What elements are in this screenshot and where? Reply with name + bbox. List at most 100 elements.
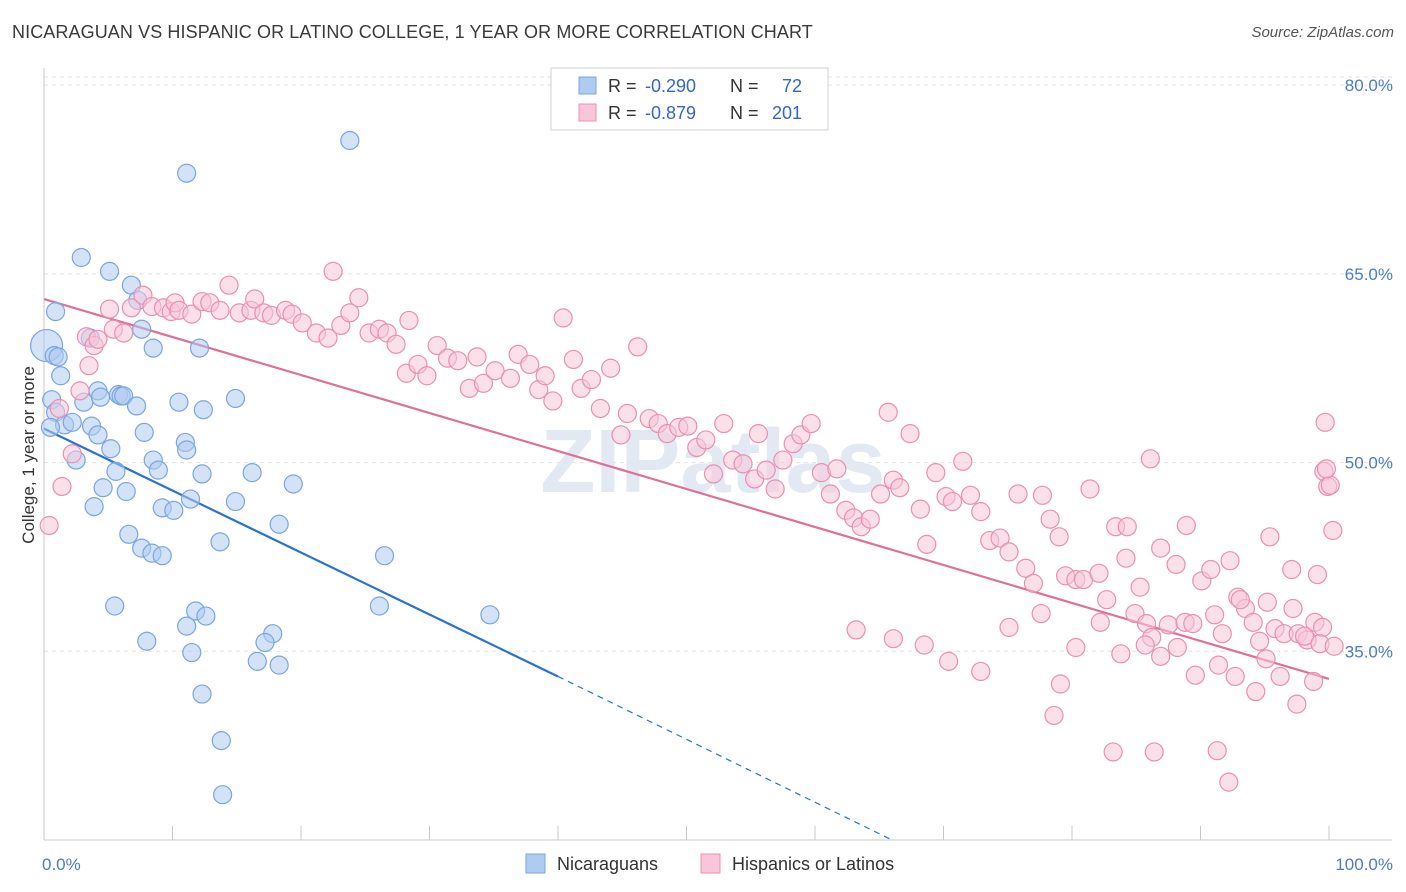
- point-hispanics-128: [1151, 538, 1171, 558]
- point-hispanics-53: [500, 368, 521, 388]
- point-nicaraguans-63: [99, 261, 120, 281]
- point-hispanics-55: [520, 354, 540, 375]
- point-hispanics-169: [1270, 666, 1290, 687]
- grid: [44, 76, 1392, 652]
- point-hispanics-173: [1103, 742, 1123, 762]
- point-nicaraguans-12: [114, 386, 134, 406]
- point-nicaraguans-2: [51, 366, 71, 386]
- point-hispanics-9: [99, 299, 120, 319]
- point-hispanics-189: [1316, 459, 1337, 479]
- point-hispanics-110: [1008, 484, 1028, 504]
- point-hispanics-156: [1031, 603, 1051, 624]
- point-hispanics-93: [860, 509, 880, 529]
- point-hispanics-171: [1303, 671, 1324, 692]
- point-hispanics-81: [756, 460, 776, 480]
- point-hispanics-123: [1116, 548, 1136, 568]
- point-hispanics-119: [1080, 479, 1100, 499]
- point-hispanics-108: [990, 528, 1010, 548]
- point-hispanics-98: [900, 424, 920, 444]
- point-hispanics-57: [535, 366, 555, 386]
- point-hispanics-106: [971, 502, 991, 522]
- point-nicaraguans-26: [106, 461, 126, 481]
- point-hispanics-83: [773, 450, 793, 470]
- point-nicaraguans-48: [369, 596, 389, 616]
- point-hispanics-64: [601, 358, 621, 378]
- point-nicaraguans-28: [192, 464, 212, 484]
- point-nicaraguans-68: [189, 338, 210, 358]
- series-swatch-nicaraguans: [525, 853, 546, 874]
- trend-line-hispanics: [43, 297, 1330, 681]
- point-hispanics-155: [999, 617, 1019, 637]
- point-nicaraguans-16: [193, 400, 213, 420]
- point-hispanics-99: [910, 499, 930, 519]
- point-nicaraguans-53: [255, 632, 275, 653]
- point-hispanics-33: [318, 328, 338, 348]
- point-nicaraguans-44: [374, 546, 395, 566]
- point-hispanics-0: [39, 515, 59, 536]
- point-nicaraguans-52: [137, 631, 157, 651]
- point-nicaraguans-13: [90, 387, 111, 407]
- point-nicaraguans-43: [152, 546, 172, 566]
- point-hispanics-162: [1151, 646, 1171, 666]
- point-nicaraguans-6: [40, 417, 61, 437]
- point-nicaraguans-27: [148, 460, 168, 480]
- trend-line-extension-nicaraguans: [557, 675, 893, 841]
- point-hispanics-165: [1208, 655, 1229, 675]
- legend-n-value-0: 72: [782, 76, 802, 96]
- point-nicaraguans-38: [269, 514, 289, 534]
- point-nicaraguans-17: [225, 388, 246, 409]
- point-hispanics-132: [1183, 614, 1203, 634]
- point-hispanics-23: [219, 275, 239, 295]
- point-nicaraguans-71: [48, 347, 68, 367]
- point-hispanics-137: [1220, 551, 1240, 571]
- point-hispanics-97: [890, 478, 910, 498]
- point-hispanics-26: [245, 289, 265, 309]
- point-hispanics-190: [1294, 626, 1315, 646]
- point-hispanics-3: [62, 444, 82, 464]
- point-hispanics-115: [1049, 527, 1069, 547]
- point-nicaraguans-40: [119, 524, 139, 544]
- point-hispanics-177: [1117, 517, 1137, 537]
- point-hispanics-158: [1066, 637, 1086, 658]
- point-hispanics-86: [801, 413, 821, 434]
- point-nicaraguans-35: [84, 497, 104, 517]
- point-hispanics-164: [1185, 665, 1205, 685]
- point-hispanics-150: [846, 620, 866, 640]
- point-hispanics-140: [1243, 612, 1263, 632]
- point-hispanics-100: [917, 534, 937, 554]
- point-hispanics-179: [1176, 515, 1196, 536]
- point-hispanics-170: [1287, 694, 1307, 714]
- point-hispanics-181: [1260, 527, 1280, 547]
- point-hispanics-129: [1158, 615, 1178, 635]
- point-hispanics-109: [999, 542, 1019, 562]
- point-hispanics-78: [733, 454, 753, 474]
- point-hispanics-65: [611, 425, 631, 445]
- point-hispanics-1: [49, 398, 70, 419]
- point-hispanics-80: [748, 424, 769, 444]
- point-nicaraguans-15: [169, 392, 189, 412]
- x-tick-labels: 0.0% 100.0%: [42, 855, 1393, 874]
- point-hispanics-76: [714, 413, 734, 434]
- legend-swatch-nicaraguans: [578, 76, 597, 95]
- point-hispanics-161: [1135, 635, 1155, 655]
- point-hispanics-163: [1167, 637, 1187, 658]
- point-hispanics-152: [914, 635, 934, 655]
- axes: [43, 68, 1392, 841]
- legend-swatch-hispanics: [578, 103, 597, 122]
- point-nicaraguans-47: [196, 606, 216, 626]
- point-hispanics-41: [386, 334, 406, 354]
- point-nicaraguans-32: [116, 481, 136, 502]
- point-hispanics-153: [939, 651, 959, 671]
- legend-r-value-1: -0.879: [645, 103, 696, 123]
- point-nicaraguans-70: [45, 302, 66, 322]
- point-nicaraguans-31: [93, 478, 113, 498]
- point-hispanics-37: [349, 288, 369, 308]
- point-nicaraguans-25: [177, 440, 197, 460]
- point-nicaraguans-22: [101, 439, 121, 459]
- point-hispanics-174: [1144, 742, 1164, 762]
- point-hispanics-151: [883, 629, 903, 649]
- legend-r-label-1: R =: [608, 103, 637, 123]
- series-name-nicaraguans: Nicaraguans: [557, 854, 658, 874]
- point-hispanics-159: [1090, 612, 1110, 632]
- point-hispanics-19: [182, 304, 202, 324]
